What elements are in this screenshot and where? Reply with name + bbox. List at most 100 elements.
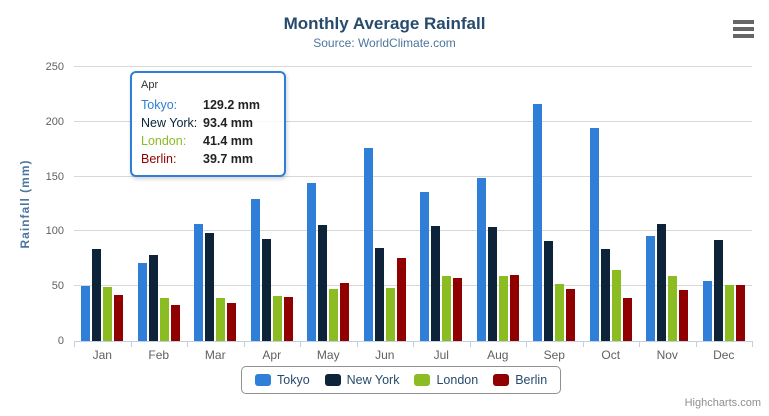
axis-tick <box>695 342 697 347</box>
axis-tick <box>413 342 414 347</box>
tooltip-header: Apr <box>141 79 159 91</box>
legend: Tokyo New York London Berlin <box>241 366 562 394</box>
x-axis-label-nov: Nov <box>656 348 678 362</box>
hamburger-bar <box>733 20 754 24</box>
bar-london-may[interactable] <box>329 289 339 341</box>
bar-tokyo-jul[interactable] <box>420 192 430 341</box>
bar-new-york-aug[interactable] <box>487 226 497 341</box>
legend-item-london[interactable]: London <box>414 373 478 387</box>
bar-berlin-oct[interactable] <box>622 298 632 341</box>
bar-tokyo-mar[interactable] <box>194 224 204 341</box>
bar-london-jun[interactable] <box>385 288 395 341</box>
bar-london-oct[interactable] <box>611 269 621 341</box>
bar-london-feb[interactable] <box>159 298 169 341</box>
legend-swatch-new-york <box>324 374 341 386</box>
bar-berlin-dec[interactable] <box>735 284 745 341</box>
y-axis-title: Rainfall (mm) <box>18 159 32 249</box>
bar-new-york-mar[interactable] <box>205 233 215 341</box>
bar-new-york-apr[interactable] <box>261 238 271 341</box>
bar-new-york-oct[interactable] <box>600 249 610 341</box>
bar-tokyo-oct[interactable] <box>589 128 599 341</box>
legend-label: Berlin <box>515 373 548 387</box>
bar-new-york-sep[interactable] <box>544 241 554 341</box>
x-axis-label-dec: Dec <box>713 348 735 362</box>
x-axis-label-sep: Sep <box>543 348 565 362</box>
bar-tokyo-jun[interactable] <box>363 148 373 341</box>
y-axis-label: 100 <box>45 225 64 238</box>
tooltip-series-value: 41.4 mm <box>203 134 254 148</box>
chart-title: Monthly Average Rainfall <box>283 14 486 33</box>
axis-tick <box>469 342 471 347</box>
bar-london-jul[interactable] <box>442 276 452 341</box>
credits-link[interactable]: Highcharts.com <box>684 397 761 409</box>
bar-tokyo-dec[interactable] <box>702 281 712 341</box>
legend-label: London <box>436 373 479 387</box>
tooltip-row-berlin: Berlin: 39.7 mm <box>141 150 275 168</box>
axis-tick <box>752 342 753 347</box>
bar-berlin-jul[interactable] <box>453 278 463 341</box>
bar-berlin-aug[interactable] <box>509 274 519 341</box>
bar-new-york-jun[interactable] <box>374 248 384 341</box>
axis-tick <box>187 342 188 347</box>
hamburger-bar <box>733 27 754 31</box>
x-axis-line <box>74 341 753 342</box>
bar-tokyo-jan[interactable] <box>81 286 91 341</box>
bar-berlin-sep[interactable] <box>566 288 576 341</box>
bar-london-apr[interactable] <box>272 295 282 341</box>
bar-berlin-jun[interactable] <box>396 258 406 341</box>
y-axis-label: 200 <box>45 115 64 128</box>
bar-tokyo-sep[interactable] <box>533 103 543 341</box>
bar-berlin-apr[interactable] <box>283 297 293 341</box>
axis-tick <box>582 342 584 347</box>
bar-new-york-may[interactable] <box>318 224 328 341</box>
x-axis-label-may: May <box>316 348 340 362</box>
tooltip-row-tokyo: Tokyo: 129.2 mm <box>141 96 275 114</box>
tooltip: Apr Tokyo: 129.2 mm New York: 93.4 mm London… <box>130 71 286 177</box>
bar-new-york-jul[interactable] <box>431 225 441 341</box>
bar-london-aug[interactable] <box>498 275 508 341</box>
bar-new-york-dec[interactable] <box>713 239 723 341</box>
gridline <box>74 285 752 287</box>
x-axis-label-jun: Jun <box>375 348 395 362</box>
legend-swatch-tokyo <box>255 374 271 386</box>
hamburger-menu-icon[interactable] <box>733 20 754 38</box>
bar-new-york-jan[interactable] <box>92 249 102 341</box>
tooltip-row-london: London: 41.4 mm <box>141 132 275 150</box>
bar-tokyo-aug[interactable] <box>476 178 486 341</box>
bar-new-york-nov[interactable] <box>657 224 667 341</box>
legend-item-berlin[interactable]: Berlin <box>493 373 547 387</box>
axis-tick <box>130 342 132 347</box>
bar-london-nov[interactable] <box>668 276 678 341</box>
bar-tokyo-may[interactable] <box>307 183 317 341</box>
bar-tokyo-apr[interactable] <box>250 199 260 341</box>
bar-tokyo-nov[interactable] <box>646 236 656 341</box>
x-axis-label-feb: Feb <box>148 348 170 362</box>
y-axis-label: 150 <box>45 170 64 183</box>
legend-item-new-york[interactable]: New York <box>324 373 400 387</box>
bar-london-sep[interactable] <box>555 283 565 341</box>
y-axis-label: 0 <box>57 335 64 347</box>
bar-london-dec[interactable] <box>724 284 734 341</box>
bar-berlin-feb[interactable] <box>170 304 180 341</box>
chart-subtitle: Source: WorldClimate.com <box>313 36 456 50</box>
x-axis-label-jan: Jan <box>92 348 112 362</box>
y-axis-label: 250 <box>45 61 64 73</box>
bar-berlin-nov[interactable] <box>679 289 689 341</box>
tooltip-series-value: 93.4 mm <box>203 116 254 130</box>
bar-berlin-may[interactable] <box>340 283 350 341</box>
tooltip-series-value: 39.7 mm <box>203 152 254 166</box>
legend-item-tokyo[interactable]: Tokyo <box>255 373 310 387</box>
bar-berlin-mar[interactable] <box>227 303 237 341</box>
bar-berlin-jan[interactable] <box>114 294 124 341</box>
x-axis-label-jul: Jul <box>433 348 449 362</box>
tooltip-series-name: New York: <box>141 116 198 130</box>
bar-london-mar[interactable] <box>216 297 226 341</box>
bar-new-york-feb[interactable] <box>148 254 158 341</box>
axis-tick <box>300 342 301 347</box>
bar-tokyo-feb[interactable] <box>137 262 147 341</box>
bar-london-jan[interactable] <box>103 287 113 341</box>
tooltip-series-name: Tokyo: <box>141 98 178 112</box>
legend-label: New York <box>346 373 400 387</box>
x-axis-label-mar: Mar <box>204 348 226 362</box>
